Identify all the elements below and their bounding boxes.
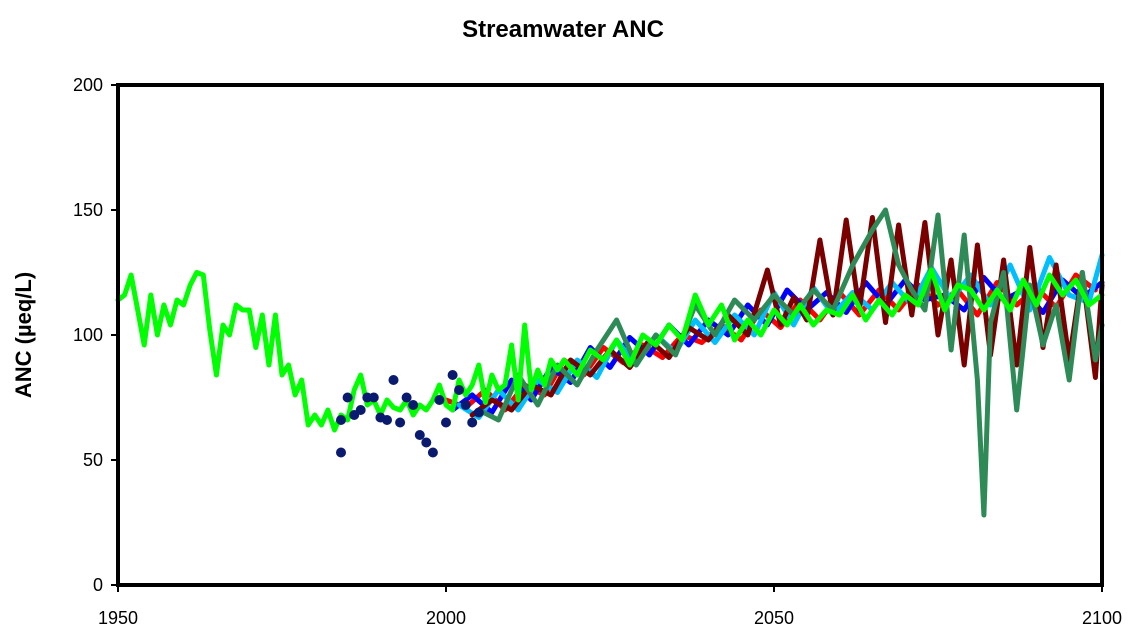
data-point-19 [454,385,465,395]
y-tick-label-4: 200 [73,75,103,95]
series-layer [115,207,1105,518]
x-tick-label-2: 2050 [754,608,794,628]
data-point-17 [441,417,451,428]
x-tick-label-1: 2000 [426,608,466,628]
data-point-10 [395,417,406,428]
series-line-5 [476,207,1105,518]
data-point-2 [342,392,353,403]
x-tick-label-3: 2100 [1082,608,1122,628]
data-point-4 [355,405,366,415]
data-point-1 [336,415,346,425]
data-point-18 [447,370,458,380]
data-point-13 [414,430,425,440]
y-axis-ticks: 0 50 100 150 200 [73,75,118,595]
data-point-8 [382,415,392,425]
x-tick-label-0: 1950 [98,608,138,628]
plot-area [115,83,1105,587]
x-axis-ticks: 1950 2000 2050 2100 [98,585,1122,628]
data-point-14 [421,437,432,448]
data-point-12 [408,400,419,410]
data-point-21 [467,417,478,428]
chart-title: Streamwater ANC [462,16,664,43]
data-point-22 [473,407,484,418]
y-tick-label-2: 100 [73,325,103,345]
y-tick-label-0: 0 [93,575,103,595]
data-point-16 [434,395,445,405]
series-line-6 [115,267,1105,433]
data-point-6 [368,392,379,403]
data-point-9 [388,375,399,385]
data-point-11 [401,392,412,403]
points-layer [336,370,484,458]
y-axis-label: ANC (µeq/L) [11,272,36,398]
y-tick-label-1: 50 [83,450,103,470]
data-point-15 [427,447,438,458]
data-point-0 [336,447,346,458]
data-point-20 [460,400,471,410]
y-tick-label-3: 150 [73,200,103,220]
